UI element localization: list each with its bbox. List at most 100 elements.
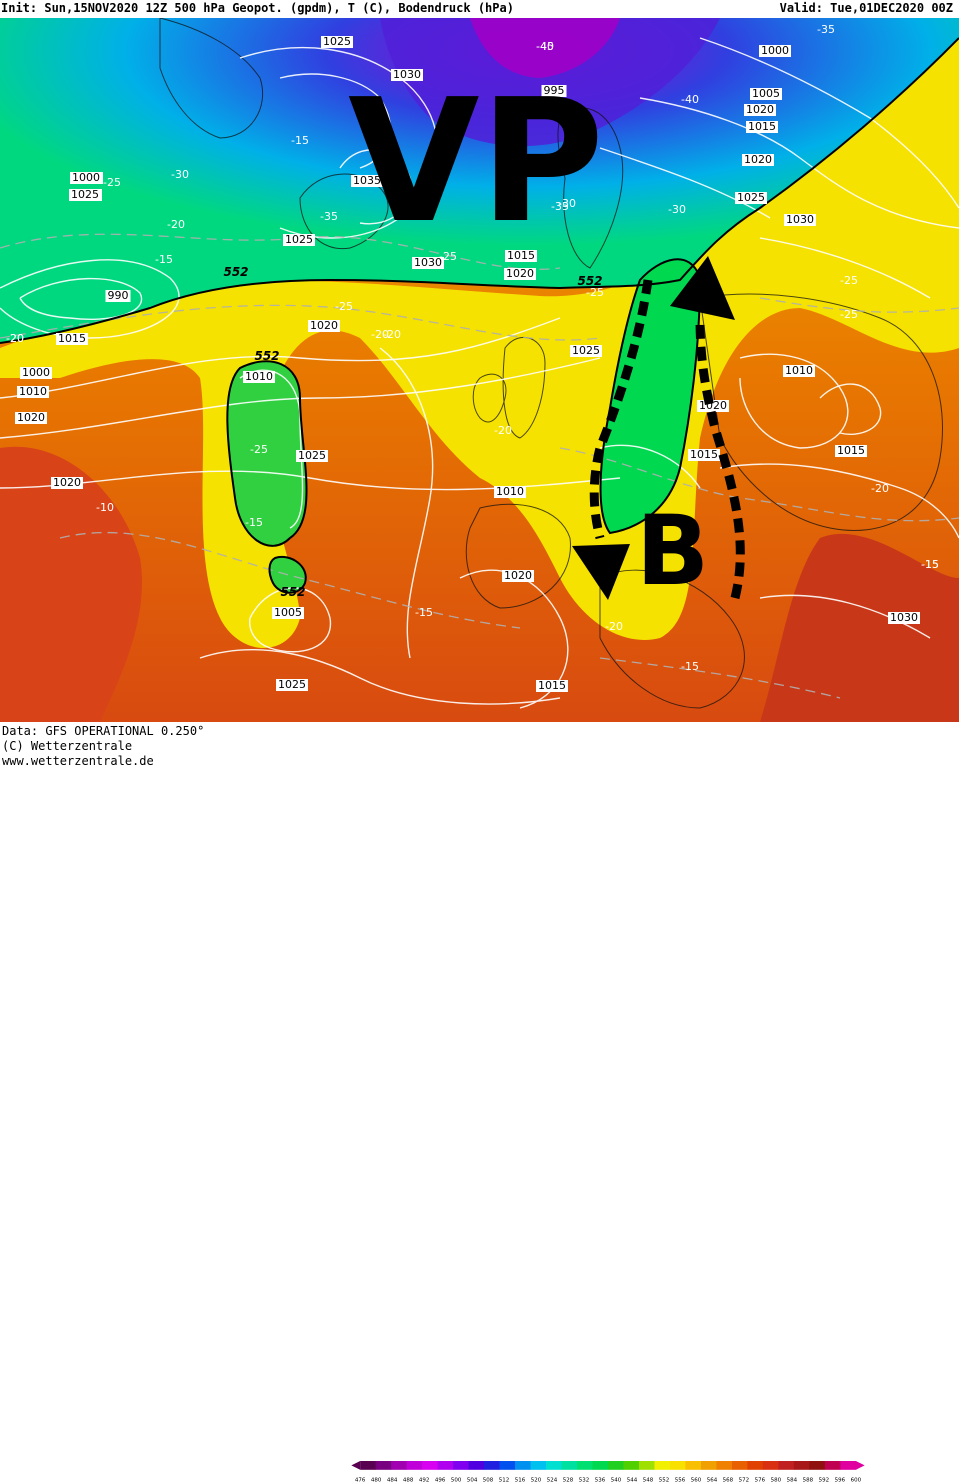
temperature-label: -15: [681, 660, 699, 673]
temperature-label: -35: [817, 23, 835, 36]
colorbar-swatch: [669, 1461, 686, 1470]
colorbar-swatch: [685, 1461, 702, 1470]
colorbar-swatch: [468, 1461, 485, 1470]
temperature-label: -15: [415, 606, 433, 619]
pressure-label: 1020: [504, 267, 536, 280]
temperature-label: -25: [840, 308, 858, 321]
pressure-label-text: 1010: [19, 385, 47, 398]
colorbar-swatch: [700, 1461, 717, 1470]
colorbar-swatch: [360, 1461, 376, 1470]
pressure-label: 1000: [759, 44, 791, 57]
colorbar-tick-label: 536: [595, 1478, 606, 1483]
colorbar-tick-label: 580: [771, 1478, 782, 1483]
colorbar-tick-label: 544: [627, 1478, 638, 1483]
colorbar-tick-label: 592: [819, 1478, 830, 1483]
temperature-label-text: -15: [245, 516, 263, 529]
cutoff-low: [227, 361, 307, 546]
colorbar-tick-label: 492: [419, 1478, 430, 1483]
temperature-label-text: -20: [494, 424, 512, 437]
colorbar-swatch: [437, 1461, 454, 1470]
temperature-label-text: -25: [586, 286, 604, 299]
colorbar-swatch: [592, 1461, 609, 1470]
pressure-label-text: 1025: [323, 35, 351, 48]
pressure-label: 1025: [321, 35, 353, 48]
pressure-label: 1020: [742, 153, 774, 166]
geopotential-552-label: 552: [280, 585, 305, 599]
colorbar-swatch: [716, 1461, 733, 1470]
colorbar-swatch: [546, 1461, 562, 1470]
pressure-label-text: 1020: [506, 267, 534, 280]
temperature-label-text: -20: [871, 482, 889, 495]
colorbar-tick-label: 552: [659, 1478, 670, 1483]
pressure-label: 1015: [505, 249, 537, 262]
colorbar-tick-label: 504: [467, 1478, 478, 1483]
pressure-label-text: 1025: [298, 449, 326, 462]
temperature-label-text: -40: [536, 40, 554, 53]
pressure-label: 1010: [783, 364, 815, 377]
colorbar-legend: 476 480 484 488 492 496 500 504 508 512 516 520 524 5…: [351, 1461, 865, 1483]
pressure-label-text: 1020: [53, 476, 81, 489]
pressure-label: 995: [541, 84, 567, 97]
temperature-label: -10: [96, 501, 114, 514]
chart-footer: Data: GFS OPERATIONAL 0.250° (C) Wetterz…: [0, 722, 959, 1483]
colorbar-swatch: [515, 1461, 531, 1470]
temperature-label: -20: [6, 332, 24, 345]
pressure-label-text: 1020: [504, 569, 532, 582]
pressure-label: 1030: [391, 68, 423, 81]
colorbar-tick-label: 476: [355, 1478, 366, 1483]
northward-arrow-head: [670, 256, 735, 320]
colorbar-tick-label: 484: [387, 1478, 398, 1483]
pressure-label: 1035: [351, 174, 383, 187]
temperature-label: -25: [840, 274, 858, 287]
temperature-label-text: -10: [96, 501, 114, 514]
colorbar-swatch: [577, 1461, 593, 1470]
temperature-label: -40: [536, 40, 554, 53]
temperature-label: -20: [371, 328, 389, 341]
temperature-label-text: -30: [558, 197, 576, 210]
colorbar-swatch: [391, 1461, 407, 1470]
pressure-label-text: 1030: [786, 213, 814, 226]
temperature-label-text: -20: [6, 332, 24, 345]
temperature-label-text: -15: [415, 606, 433, 619]
pressure-label: 1025: [283, 233, 315, 246]
pressure-label: 1020: [51, 476, 83, 489]
temperature-label: -20: [494, 424, 512, 437]
temperature-label-text: -20: [383, 328, 401, 341]
temperature-label-text: -20: [6, 332, 24, 345]
vp-annotation: VP: [348, 63, 604, 261]
colorbar-swatch: [406, 1461, 423, 1470]
pressure-label: 1005: [272, 606, 304, 619]
temperature-label: -20: [167, 218, 185, 231]
pressure-label-text: 1025: [285, 233, 313, 246]
pressure-label-text: 1010: [245, 370, 273, 383]
temperature-label-text: -25: [103, 176, 121, 189]
colorbar-tick-label: 560: [691, 1478, 702, 1483]
website-text: www.wetterzentrale.de: [2, 754, 154, 768]
pressure-label: 1015: [688, 448, 720, 461]
colorbar-tick-label: 600: [851, 1478, 862, 1483]
pressure-label: 1010: [17, 385, 49, 398]
northward-flow-arrow-line: [695, 317, 745, 600]
temperature-label-text: -45: [536, 40, 554, 53]
temperature-label: -25: [335, 300, 353, 313]
coastlines: [159, 18, 943, 709]
colorbar-swatch: [561, 1461, 578, 1470]
deep-cold-core: [380, 18, 720, 147]
temperature-label-text: -35: [817, 23, 835, 36]
pressure-label: 1000: [70, 171, 102, 184]
colorbar-max-arrow: [855, 1461, 865, 1470]
temperature-label: -30: [171, 168, 189, 181]
colorbar-tick-label: 572: [739, 1478, 750, 1483]
pressure-label: 1005: [750, 87, 782, 100]
colorbar-swatch: [654, 1461, 671, 1470]
violet-core: [470, 18, 620, 78]
pressure-label-text: 1015: [837, 444, 865, 457]
flow-arrows: [572, 256, 745, 600]
pressure-label-text: 1030: [393, 68, 421, 81]
temperature-label-text: -15: [921, 558, 939, 571]
pressure-label-text: 1025: [71, 188, 99, 201]
pressure-label-group: 1025 1030 1000 1005 1010 1015 1020 995 990 1035 10…: [15, 35, 920, 692]
pressure-label-text: 1025: [737, 191, 765, 204]
pressure-label-text: 1015: [58, 332, 86, 345]
colorbar-swatch: [484, 1461, 500, 1470]
